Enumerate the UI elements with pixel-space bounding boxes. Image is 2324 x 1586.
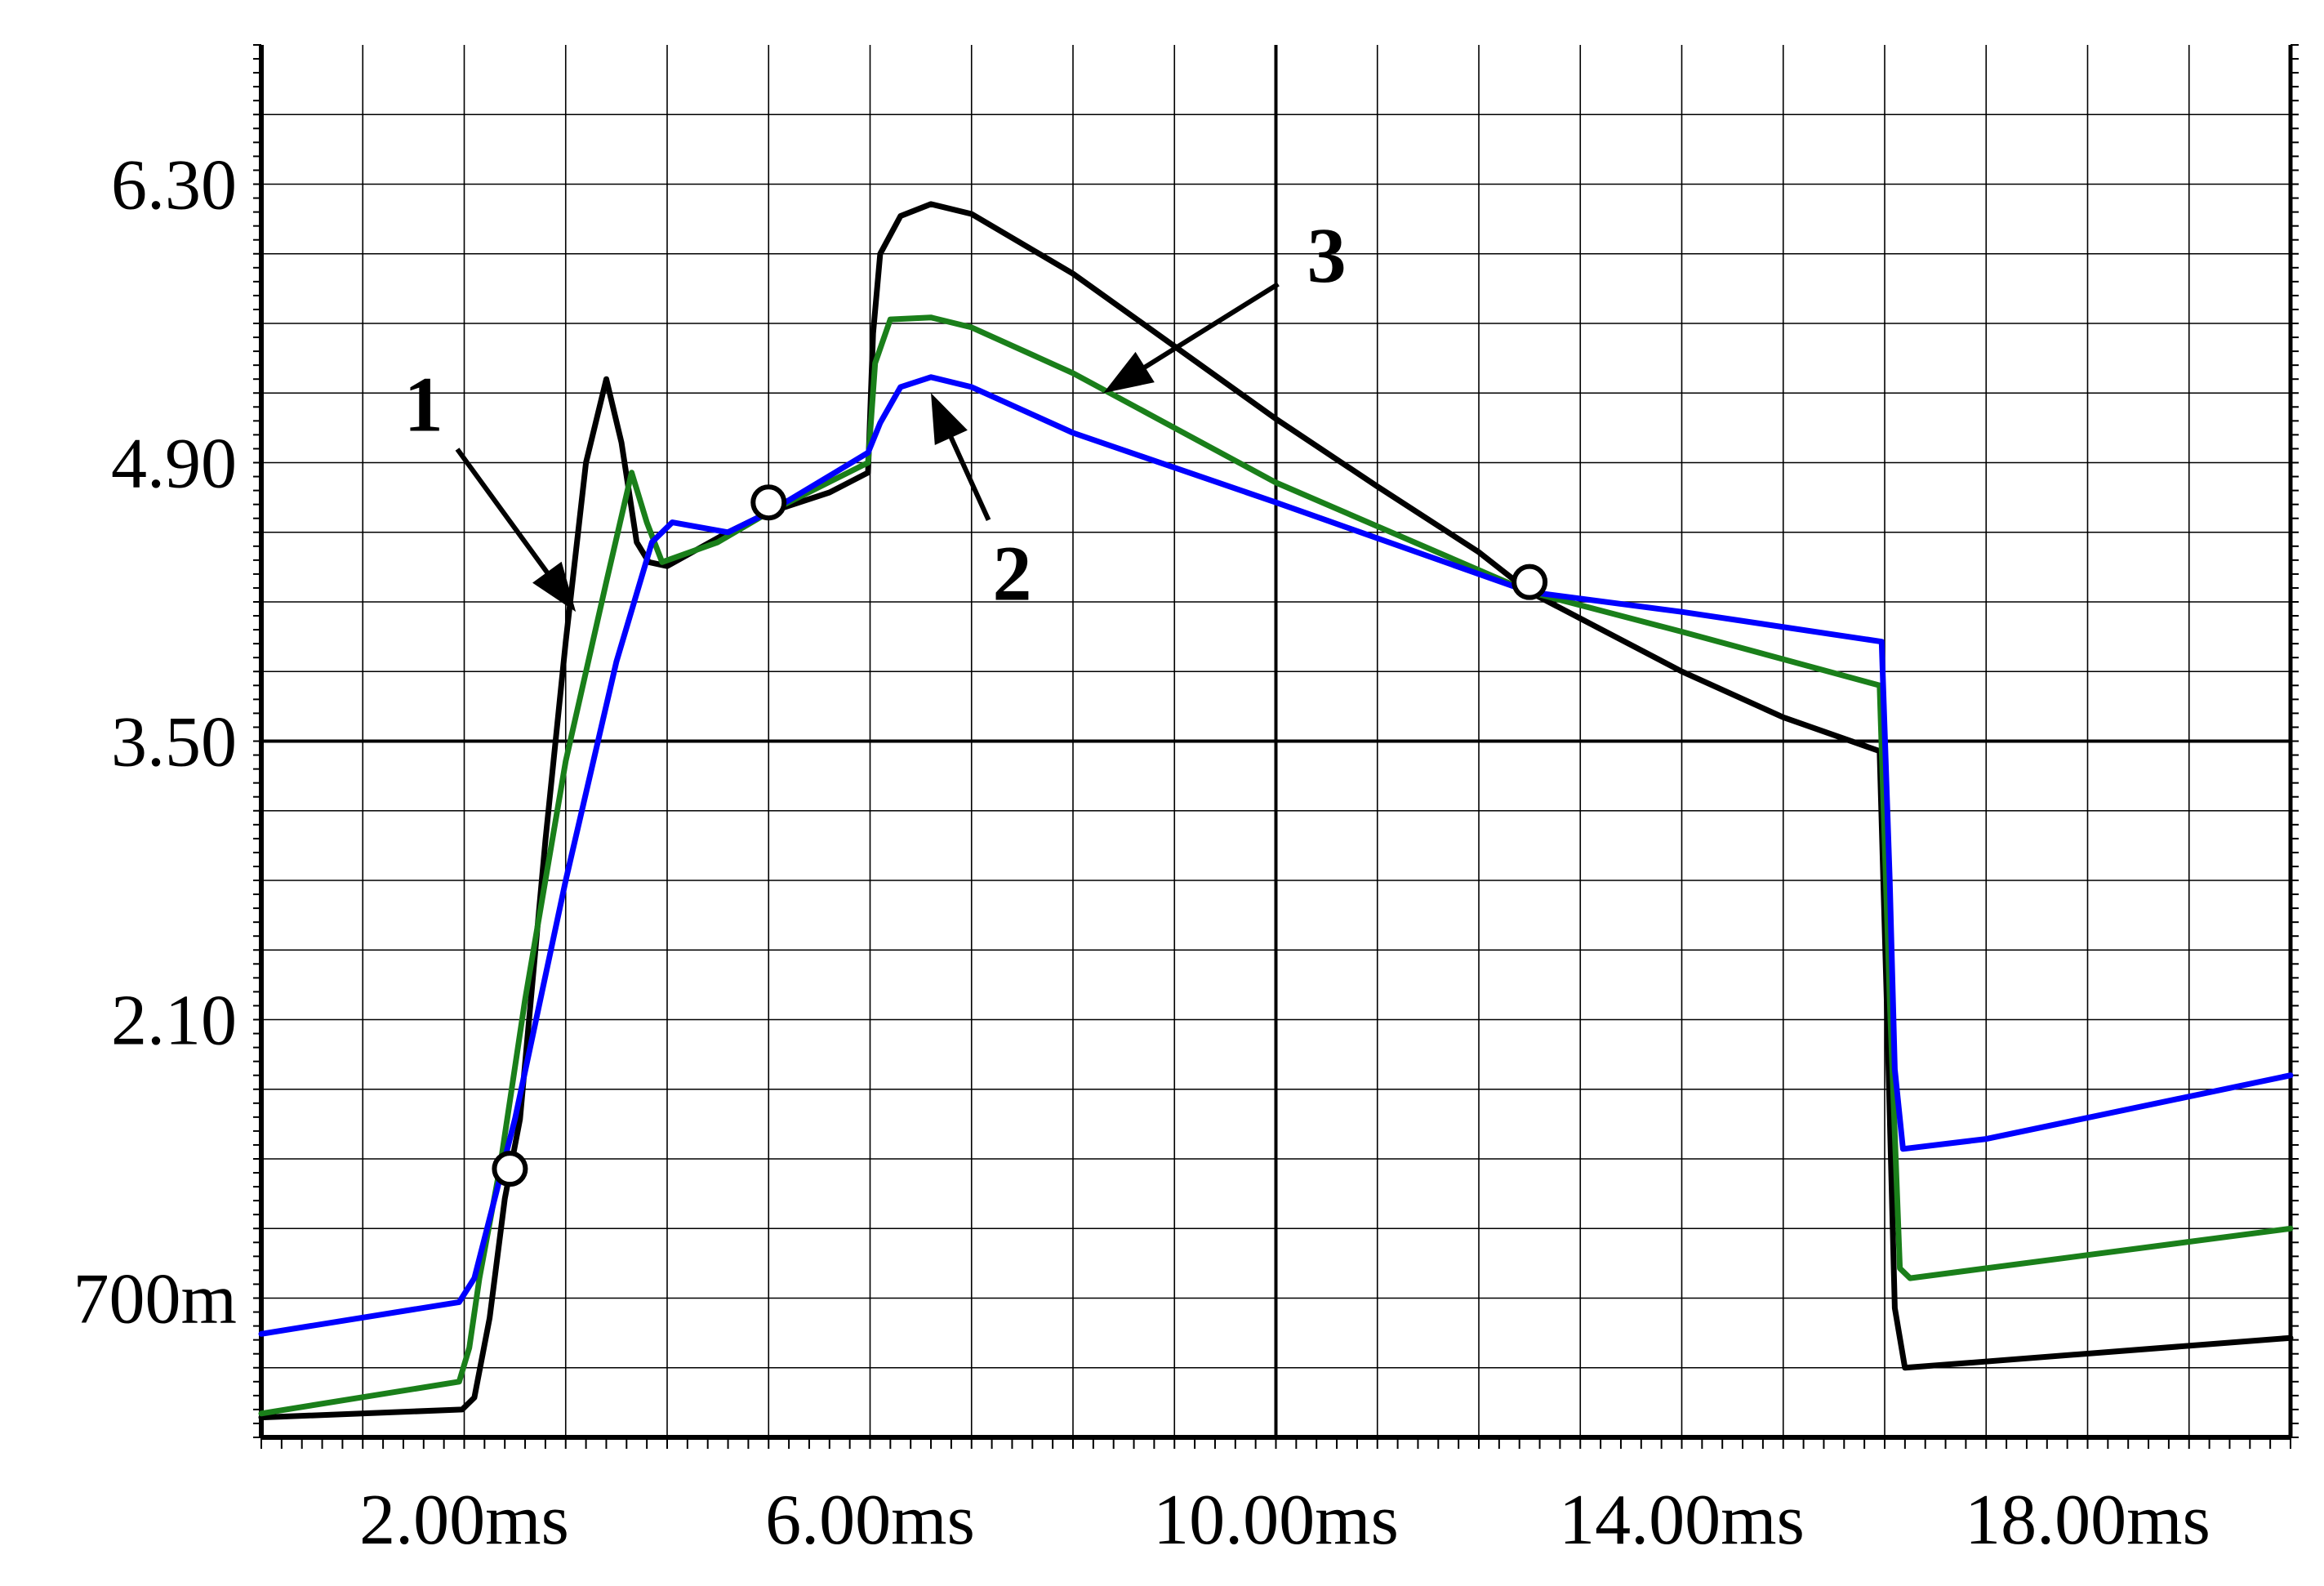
y-tick-label: 700m [73,1260,237,1339]
crossing-marker [750,484,787,521]
callout-arrow-head [532,561,577,613]
y-tick-label: 4.90 [111,425,237,504]
callout-label: 3 [1307,212,1347,299]
crossing-marker [1511,564,1548,600]
series-lines [258,201,2294,1421]
callout-arrows [455,282,1280,613]
callout-arrow-head [931,393,968,445]
callout-arrow-shaft [1129,282,1280,378]
axes [253,44,2299,1449]
callout-arrow-shaft [455,448,559,587]
y-tick-label: 3.50 [111,703,237,782]
y-tick-label: 2.10 [111,982,237,1061]
callout-arrow-head [1103,351,1155,394]
callout-label: 1 [404,360,443,448]
x-tick-label: 2.00ms [359,1481,569,1560]
x-axis-tick-labels: 2.00ms 6.00ms 10.00ms 14.00ms 18.00ms [359,1481,2210,1560]
callout-label: 2 [992,529,1031,617]
crossing-marker [492,1151,528,1187]
x-tick-label: 10.00ms [1153,1481,1399,1560]
callout-labels: 1 2 3 [404,212,1347,617]
series-line-2 [258,314,2294,1417]
x-tick-label: 14.00ms [1559,1481,1805,1560]
crossing-markers [492,484,1548,1187]
series-line-3 [258,374,2294,1337]
y-tick-label: 6.30 [111,146,237,225]
callout-arrow-shaft [942,421,991,521]
y-axis-tick-labels: 700m 2.10 3.50 4.90 6.30 [73,146,237,1339]
x-tick-label: 18.00ms [1965,1481,2210,1560]
grid-lines [261,45,2291,1437]
x-tick-label: 6.00ms [765,1481,975,1560]
